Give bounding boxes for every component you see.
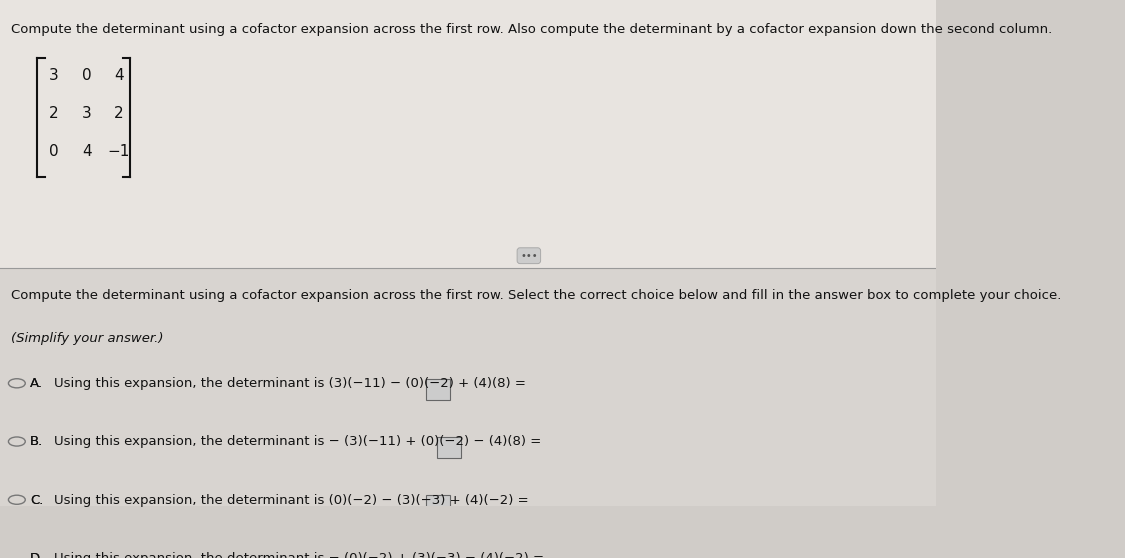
Text: A.: A. [30,377,43,390]
Text: 3: 3 [82,107,92,121]
Text: Using this expansion, the determinant is − (3)(−11) + (0)(−2) − (4)(8) =: Using this expansion, the determinant is… [54,435,541,449]
Text: 4: 4 [82,145,92,159]
Text: Using this expansion, the determinant is (0)(−2) − (3)(−3) + (4)(−2) =: Using this expansion, the determinant is… [54,494,529,507]
Text: 3: 3 [48,68,58,83]
Text: 2: 2 [48,107,58,121]
Text: A.: A. [30,377,43,390]
Text: B.: B. [30,435,43,449]
FancyBboxPatch shape [436,554,461,558]
Text: D.: D. [30,552,44,558]
Text: 0: 0 [48,145,58,159]
Text: −1: −1 [108,145,130,159]
FancyBboxPatch shape [0,268,936,506]
FancyBboxPatch shape [426,495,450,517]
Text: 4: 4 [114,68,124,83]
Text: Using this expansion, the determinant is (3)(−11) − (0)(−2) + (4)(8) =: Using this expansion, the determinant is… [54,377,526,390]
Text: Compute the determinant using a cofactor expansion across the first row. Select : Compute the determinant using a cofactor… [11,288,1062,302]
Text: Compute the determinant using a cofactor expansion across the first row. Also co: Compute the determinant using a cofactor… [11,23,1053,36]
Text: C.: C. [30,494,44,507]
Text: B.: B. [30,435,43,449]
Text: C.: C. [30,494,44,507]
Text: •••: ••• [520,251,538,261]
Text: (Simplify your answer.): (Simplify your answer.) [11,331,164,345]
Text: D.: D. [30,552,44,558]
FancyBboxPatch shape [436,437,461,458]
Text: Using this expansion, the determinant is − (0)(−2) + (3)(−3) − (4)(−2) =: Using this expansion, the determinant is… [54,552,544,558]
Text: 0: 0 [82,68,92,83]
FancyBboxPatch shape [0,0,936,268]
FancyBboxPatch shape [426,379,450,400]
Text: 2: 2 [114,107,124,121]
